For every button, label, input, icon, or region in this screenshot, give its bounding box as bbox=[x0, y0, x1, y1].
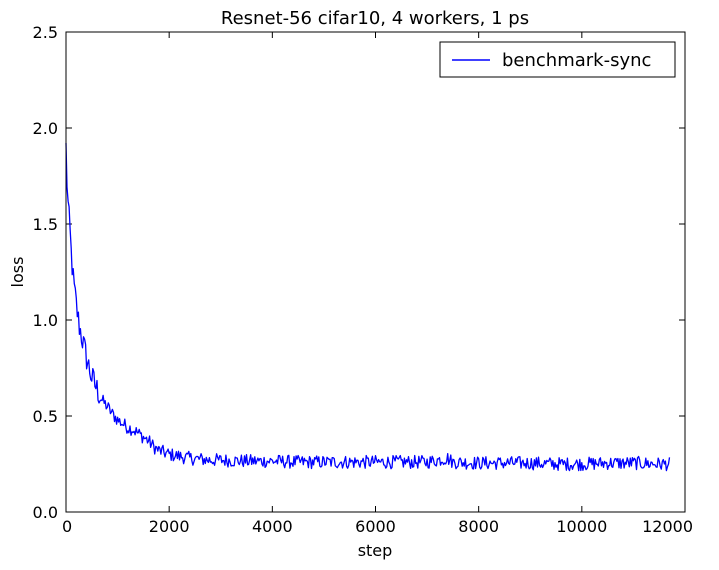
x-axis-label: step bbox=[358, 541, 393, 560]
x-tick-label: 6000 bbox=[355, 517, 396, 536]
y-tick-label: 2.5 bbox=[33, 23, 58, 42]
y-tick-label: 0.5 bbox=[33, 407, 58, 426]
legend-label-benchmark-sync: benchmark-sync bbox=[502, 50, 651, 71]
y-tick-label: 2.0 bbox=[33, 119, 58, 138]
series-line-benchmark-sync bbox=[65, 142, 671, 472]
y-tick-label: 1.0 bbox=[33, 311, 58, 330]
legend: benchmark-sync bbox=[439, 41, 676, 78]
x-tick-label: 12000 bbox=[642, 517, 693, 536]
x-tick-label: 4000 bbox=[252, 517, 293, 536]
y-axis-label: loss bbox=[8, 257, 27, 288]
x-tick-label: 10000 bbox=[556, 517, 607, 536]
plot-frame bbox=[65, 31, 686, 513]
series-layer bbox=[65, 142, 671, 472]
y-tick-label: 1.5 bbox=[33, 215, 58, 234]
x-tick-label: 2000 bbox=[149, 517, 190, 536]
y-tick-label: 0.0 bbox=[33, 503, 58, 522]
x-tick-label: 8000 bbox=[458, 517, 499, 536]
axis-ticks: 0 2000 4000 6000 8000 10000 12000 0.0 0.5 1.0 1.5 2… bbox=[33, 23, 693, 536]
x-tick-label: 0 bbox=[62, 517, 72, 536]
chart-title: Resnet-56 cifar10, 4 workers, 1 ps bbox=[221, 8, 529, 29]
